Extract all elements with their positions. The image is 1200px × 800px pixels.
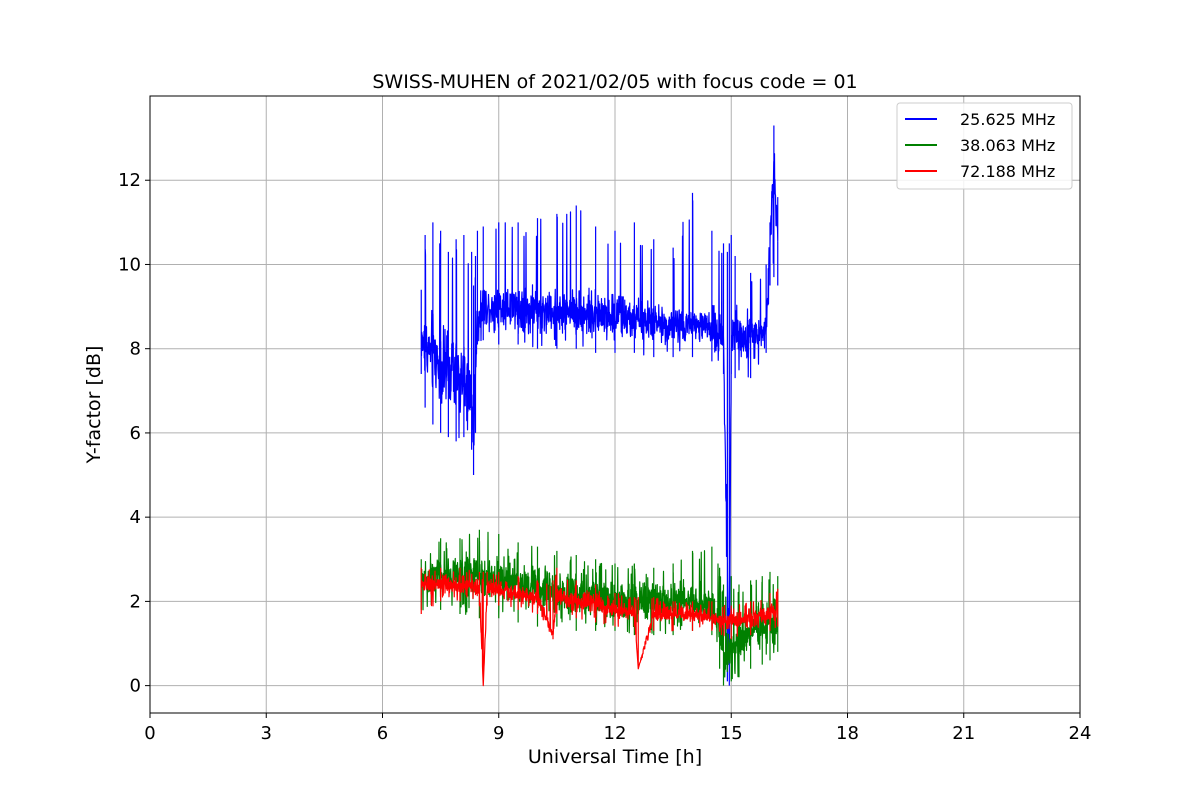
x-tick-label-15: 15 [720, 723, 743, 744]
series-line-72-188-mhz [420, 567, 779, 687]
y-tick-label-0: 0 [130, 676, 141, 697]
x-tick-label-9: 9 [493, 723, 504, 744]
y-tick-label-12: 12 [118, 170, 141, 191]
x-axis-title: Universal Time [h] [528, 746, 702, 768]
series-line-25-625-mhz [420, 125, 779, 686]
x-tick-label-12: 12 [604, 723, 627, 744]
legend-box [896, 102, 1073, 190]
legend: 25.625 MHz 38.063 MHz 72.188 MHz [896, 102, 1073, 190]
legend-label-72188: 72.188 MHz [960, 162, 1055, 181]
legend-label-38063: 38.063 MHz [960, 136, 1055, 155]
x-tick-label-6: 6 [377, 723, 388, 744]
y-tick-label-8: 8 [130, 339, 141, 360]
chart-title: SWISS-MUHEN of 2021/02/05 with focus cod… [372, 71, 857, 93]
y-tick-label-4: 4 [130, 507, 141, 528]
x-tick-label-0: 0 [144, 723, 155, 744]
y-tick-label-2: 2 [130, 591, 141, 612]
x-tick-label-3: 3 [261, 723, 272, 744]
legend-label-25625: 25.625 MHz [960, 110, 1055, 129]
x-tick-label-18: 18 [836, 723, 859, 744]
y-tick-label-6: 6 [130, 423, 141, 444]
y-axis-title: Y-factor [dB] [83, 346, 105, 465]
x-tick-label-21: 21 [952, 723, 975, 744]
series-layer [420, 125, 779, 687]
y-tick-label-10: 10 [118, 254, 141, 275]
x-tick-label-24: 24 [1069, 723, 1092, 744]
